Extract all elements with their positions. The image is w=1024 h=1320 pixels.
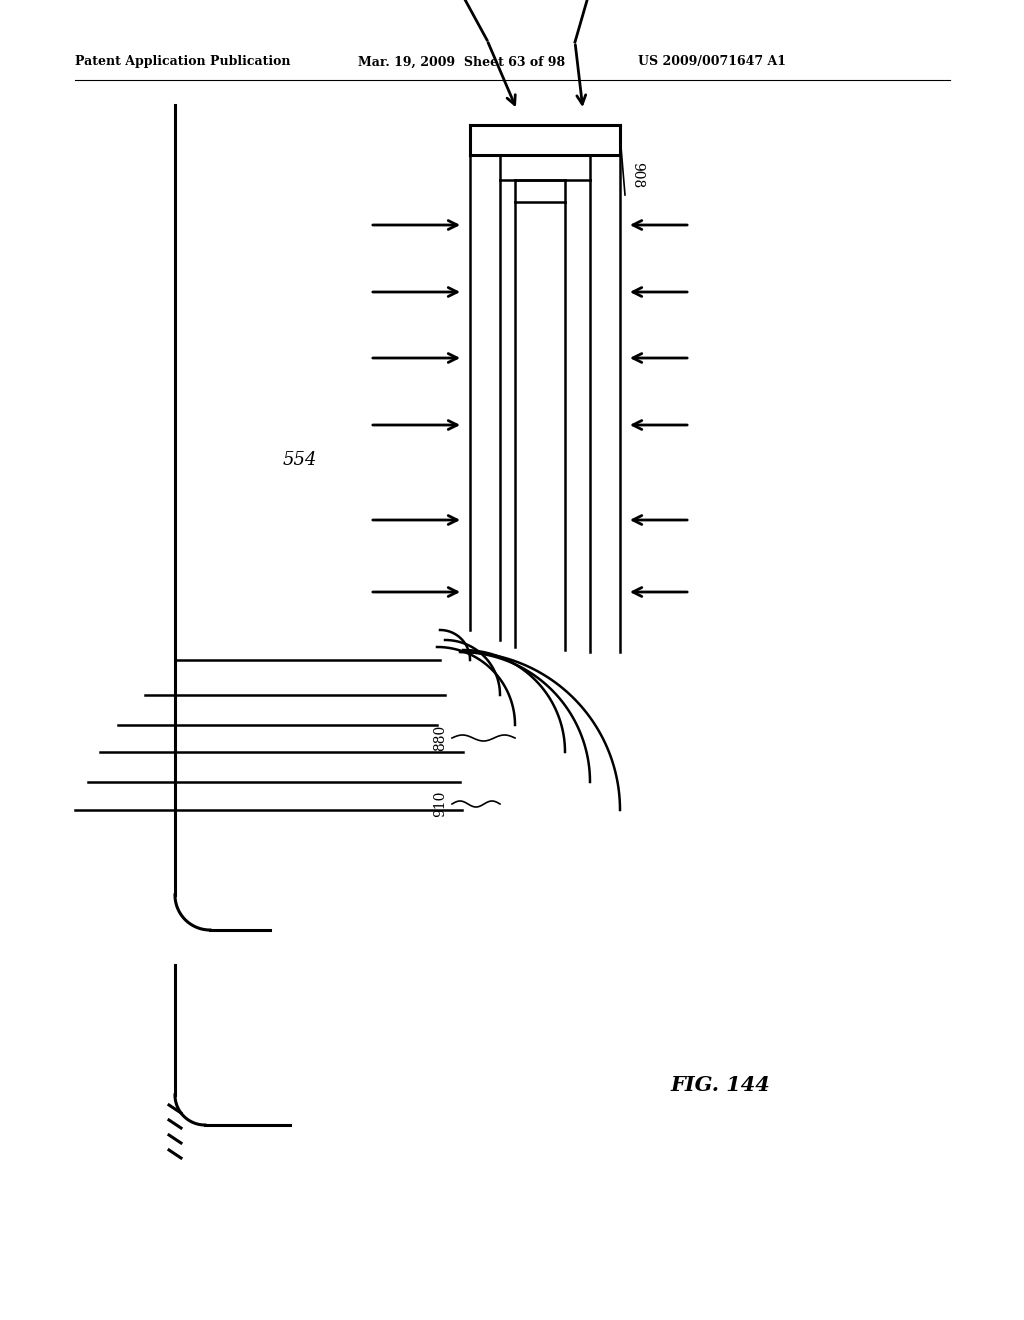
Text: Mar. 19, 2009  Sheet 63 of 98: Mar. 19, 2009 Sheet 63 of 98 [358,55,565,69]
Text: FIG. 144: FIG. 144 [670,1074,770,1096]
Text: US 2009/0071647 A1: US 2009/0071647 A1 [638,55,786,69]
Text: 908: 908 [630,162,644,189]
Text: Patent Application Publication: Patent Application Publication [75,55,291,69]
Text: 554: 554 [283,451,317,469]
Text: 880: 880 [433,725,447,751]
Text: 910: 910 [433,791,447,817]
